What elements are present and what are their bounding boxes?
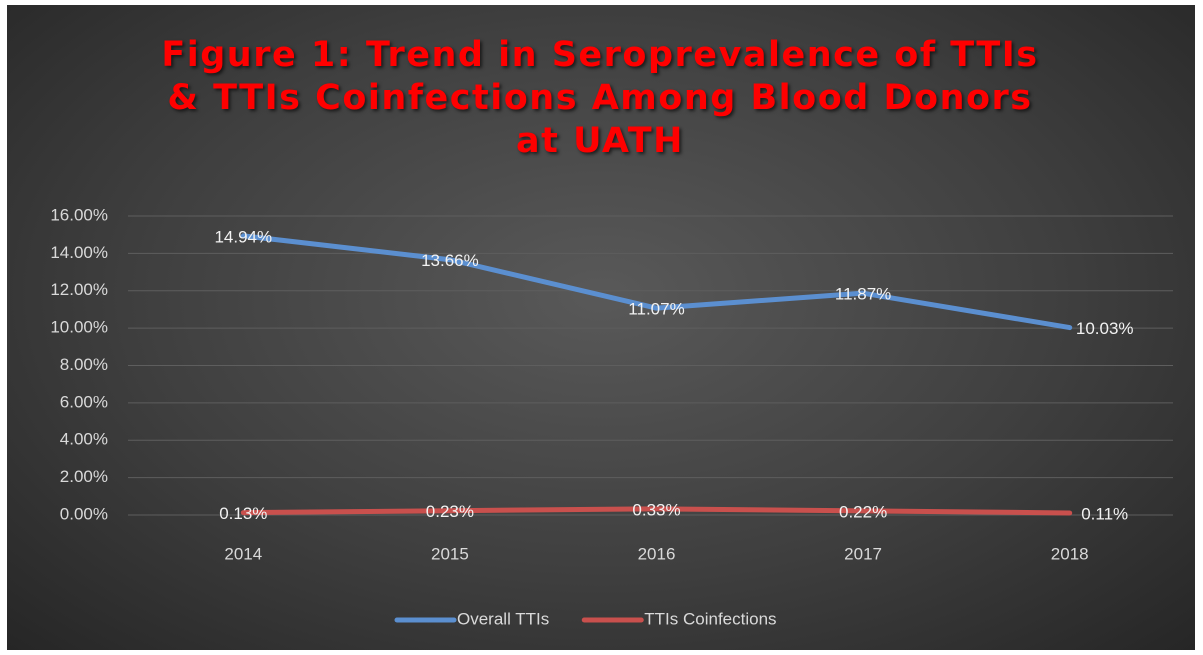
data-label: 0.33%	[632, 500, 680, 519]
legend-label: Overall TTIs	[457, 609, 549, 628]
y-tick-label: 2.00%	[60, 467, 108, 486]
y-tick-label: 8.00%	[60, 355, 108, 374]
y-tick-label: 0.00%	[60, 504, 108, 523]
data-label: 0.11%	[1081, 504, 1128, 523]
x-tick-label: 2017	[844, 544, 882, 563]
data-label: 11.87%	[835, 285, 891, 304]
x-tick-label: 2015	[431, 544, 469, 563]
x-tick-label: 2018	[1051, 544, 1089, 563]
y-tick-label: 4.00%	[60, 430, 108, 449]
data-label: 11.07%	[628, 300, 684, 319]
data-label: 0.13%	[219, 504, 267, 523]
y-tick-label: 12.00%	[50, 280, 108, 299]
series-line	[240, 506, 1073, 516]
data-label: 0.23%	[426, 502, 474, 521]
chart-title: Figure 1: Trend in Seroprevalence of TTI…	[161, 35, 1039, 161]
x-tick-label: 2016	[638, 544, 676, 563]
series-line	[240, 233, 1073, 331]
data-label: 0.22%	[839, 502, 887, 521]
x-tick-label: 2014	[224, 544, 262, 563]
chart-background	[7, 5, 1195, 650]
y-tick-label: 14.00%	[50, 243, 108, 262]
data-label: 10.03%	[1076, 319, 1134, 338]
y-tick-label: 6.00%	[60, 392, 108, 411]
legend-label: TTIs Coinfections	[644, 609, 776, 628]
y-tick-label: 10.00%	[50, 318, 108, 337]
y-tick-label: 16.00%	[50, 205, 108, 224]
data-label: 13.66%	[421, 251, 479, 270]
data-label: 14.94%	[214, 227, 272, 246]
